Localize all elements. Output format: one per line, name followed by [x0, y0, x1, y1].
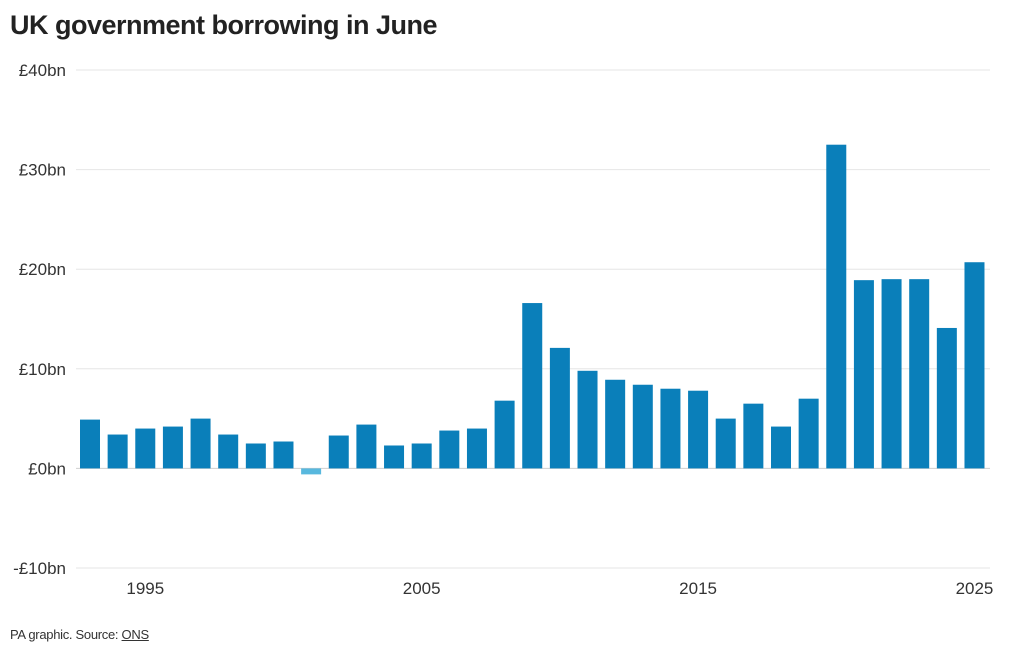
chart-title: UK government borrowing in June [10, 10, 438, 40]
bar-2007 [466, 428, 487, 469]
x-axis: 1995 2005 2015 2025 [126, 579, 993, 598]
bar-1994 [107, 434, 128, 469]
bar-2015 [688, 390, 709, 469]
bar-2000 [273, 441, 294, 469]
bar-2008 [494, 400, 515, 469]
source-note: PA graphic. Source: ONS [10, 627, 149, 642]
bars-layer [80, 144, 985, 475]
y-tick-label: £0bn [28, 459, 66, 478]
bar-2019 [798, 398, 819, 469]
bar-1999 [245, 443, 266, 469]
bar-2023 [909, 279, 930, 469]
bar-2009 [522, 303, 543, 469]
bar-2011 [577, 370, 598, 469]
y-axis: £40bn £30bn £20bn £10bn £0bn -£10bn [13, 61, 66, 578]
bar-2024 [936, 327, 957, 469]
source-link[interactable]: ONS [121, 627, 150, 642]
x-tick-label: 2015 [679, 579, 717, 598]
bar-2017 [743, 403, 764, 469]
x-tick-label: 2005 [403, 579, 441, 598]
bar-1996 [162, 426, 183, 469]
bar-2005 [411, 443, 432, 469]
bar-2004 [384, 445, 405, 469]
bar-2002 [328, 435, 349, 469]
bar-2001 [301, 468, 322, 475]
bar-2022 [881, 279, 902, 469]
bar-1995 [135, 428, 156, 469]
x-tick-label: 1995 [126, 579, 164, 598]
bar-2010 [549, 347, 570, 469]
bar-2021 [853, 280, 874, 469]
bar-1998 [218, 434, 239, 469]
source-prefix: PA graphic. Source: [10, 627, 122, 642]
y-tick-label: -£10bn [13, 559, 66, 578]
bar-2018 [771, 426, 791, 469]
y-tick-label: £30bn [19, 161, 66, 180]
bar-1997 [190, 418, 211, 469]
bar-2013 [632, 384, 653, 469]
bar-2006 [439, 430, 460, 469]
y-tick-label: £20bn [19, 260, 66, 279]
bar-2025 [964, 262, 985, 469]
y-tick-label: £10bn [19, 360, 66, 379]
bar-2012 [605, 379, 626, 469]
bar-2003 [356, 424, 377, 469]
bar-2014 [660, 388, 681, 469]
x-tick-label: 2025 [956, 579, 994, 598]
bar-1993 [80, 419, 100, 469]
y-tick-label: £40bn [19, 61, 66, 80]
bar-2020 [826, 144, 847, 469]
bar-2016 [715, 418, 736, 469]
